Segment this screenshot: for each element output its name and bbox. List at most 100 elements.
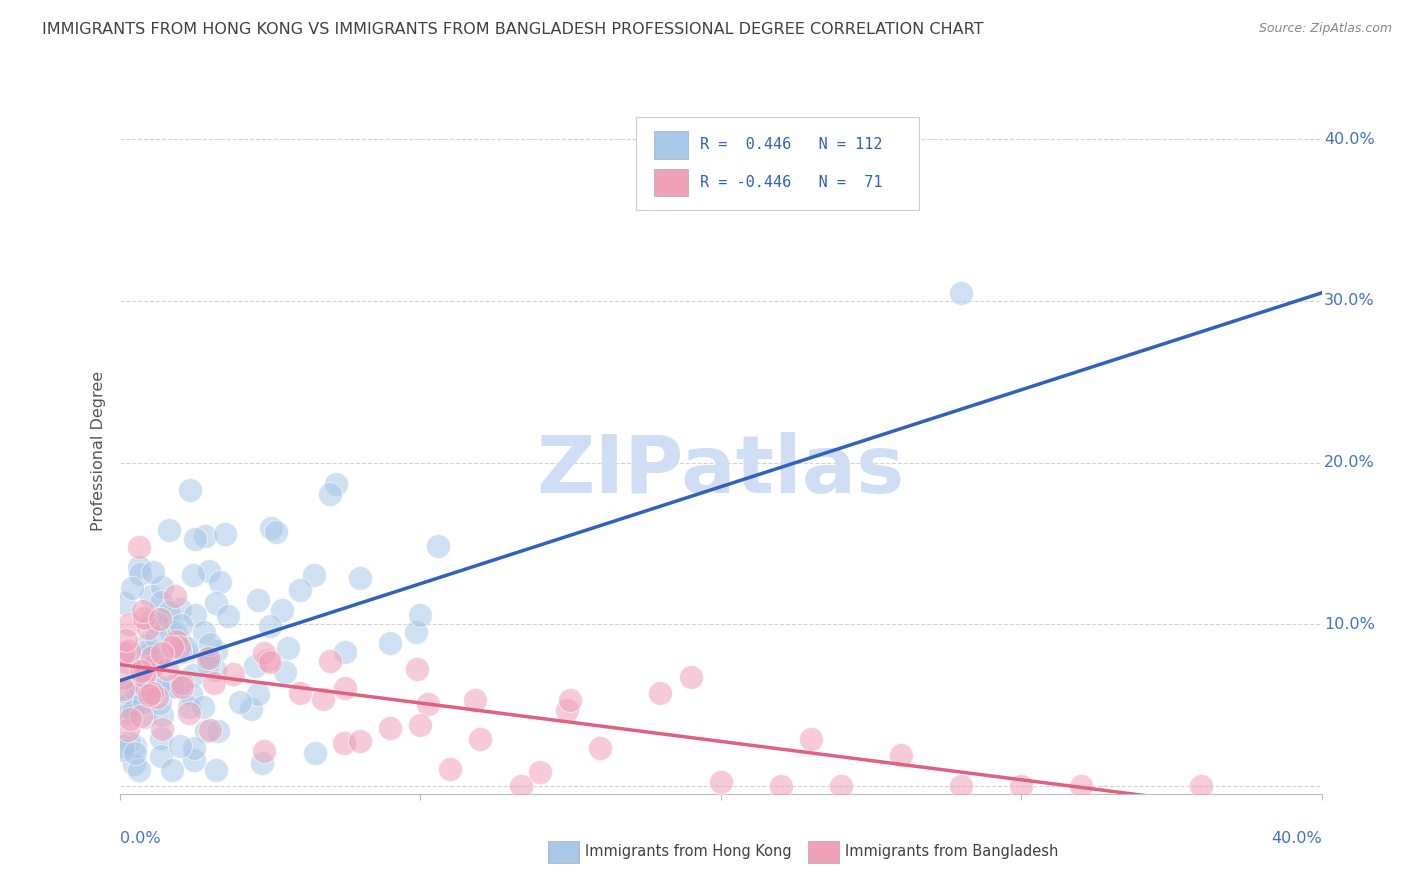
Point — [890, 748, 912, 763]
Text: 10.0%: 10.0% — [1324, 616, 1375, 632]
Point — [529, 764, 551, 779]
Text: ZIPatlas: ZIPatlas — [537, 432, 904, 510]
Point — [197, 651, 219, 665]
Point — [118, 735, 141, 749]
Point — [167, 633, 190, 648]
Point — [111, 681, 134, 696]
Point — [198, 637, 221, 651]
Point — [172, 680, 194, 694]
Point — [118, 713, 141, 727]
FancyBboxPatch shape — [637, 118, 920, 211]
Point — [194, 529, 217, 543]
Point — [135, 644, 157, 658]
Point — [125, 684, 148, 698]
Point — [468, 731, 492, 746]
Text: Immigrants from Bangladesh: Immigrants from Bangladesh — [845, 845, 1059, 859]
Point — [264, 524, 287, 539]
Point — [200, 723, 222, 737]
Point — [332, 736, 354, 750]
Point — [141, 650, 163, 665]
Point — [132, 604, 155, 618]
Point — [253, 646, 276, 660]
Point — [117, 617, 139, 632]
Point — [195, 724, 218, 739]
Point — [650, 686, 672, 700]
Point — [250, 756, 273, 770]
Point — [141, 686, 163, 700]
Point — [193, 625, 215, 640]
Text: Immigrants from Hong Kong: Immigrants from Hong Kong — [585, 845, 792, 859]
Point — [769, 779, 792, 793]
Point — [169, 739, 191, 753]
Point — [134, 678, 156, 692]
Point — [253, 744, 276, 758]
Point — [1010, 779, 1032, 793]
Point — [464, 693, 486, 707]
Point — [150, 580, 173, 594]
Point — [162, 642, 184, 657]
Point — [169, 640, 191, 654]
Point — [1189, 779, 1212, 793]
Point — [259, 619, 281, 633]
Point — [122, 757, 145, 772]
Point — [114, 632, 136, 647]
Point — [679, 670, 702, 684]
Point — [209, 574, 232, 589]
Point — [426, 539, 449, 553]
Point — [166, 680, 188, 694]
Point — [709, 774, 731, 789]
Point — [325, 477, 347, 491]
Point — [149, 731, 172, 745]
Point — [418, 698, 440, 712]
Point — [335, 681, 357, 696]
Point — [118, 644, 141, 658]
Point — [555, 703, 578, 717]
Point — [124, 747, 146, 761]
Point — [589, 740, 612, 755]
Point — [162, 679, 184, 693]
Text: R = -0.446   N =  71: R = -0.446 N = 71 — [700, 175, 883, 190]
Point — [150, 748, 173, 763]
Point — [138, 662, 160, 676]
Point — [136, 647, 159, 661]
Point — [124, 739, 146, 753]
Point — [950, 285, 973, 300]
FancyBboxPatch shape — [654, 131, 688, 159]
Point — [176, 640, 198, 655]
Point — [247, 593, 270, 607]
Point — [111, 743, 134, 757]
Point — [349, 571, 371, 585]
Point — [304, 747, 326, 761]
Point — [800, 732, 823, 747]
Point — [135, 660, 157, 674]
Point — [259, 655, 281, 669]
Point — [198, 650, 221, 665]
Point — [128, 541, 150, 555]
Point — [222, 667, 245, 681]
Point — [115, 699, 138, 714]
Point — [243, 659, 266, 673]
Point — [274, 665, 297, 679]
Point — [172, 644, 194, 658]
Point — [1070, 779, 1092, 793]
Point — [198, 654, 221, 668]
Point — [319, 654, 342, 668]
Point — [159, 624, 181, 639]
Point — [288, 582, 311, 597]
Point — [228, 695, 252, 709]
Point — [132, 668, 155, 682]
Point — [204, 644, 226, 658]
Point — [139, 589, 162, 603]
Point — [142, 659, 165, 673]
Y-axis label: Professional Degree: Professional Degree — [90, 370, 105, 531]
Point — [149, 612, 172, 626]
Point — [304, 567, 326, 582]
Point — [163, 625, 186, 640]
Point — [132, 695, 155, 709]
Point — [240, 702, 263, 716]
Point — [205, 763, 228, 777]
Point — [409, 718, 432, 732]
Point — [145, 631, 167, 645]
Point — [509, 779, 531, 793]
Point — [378, 636, 401, 650]
